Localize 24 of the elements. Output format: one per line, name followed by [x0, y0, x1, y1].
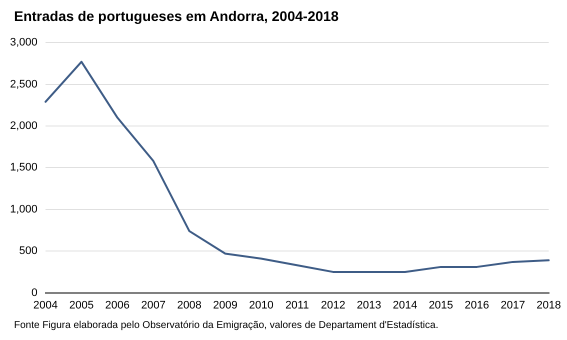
y-tick-label: 0 [31, 286, 38, 299]
x-tick-label: 2010 [248, 299, 274, 312]
x-tick-label: 2007 [141, 299, 166, 312]
x-tick-label: 2012 [320, 299, 346, 312]
x-tick-label: 2015 [428, 299, 454, 312]
y-tick-label: 1,500 [10, 162, 38, 174]
x-tick-label: 2006 [105, 299, 130, 312]
y-tick-label: 1,000 [10, 203, 38, 216]
y-tick-label: 2,500 [10, 78, 38, 90]
x-tick-label: 2016 [464, 299, 490, 312]
x-tick-label: 2009 [213, 299, 238, 312]
x-tick-label: 2004 [33, 299, 58, 312]
x-tick-label: 2008 [177, 299, 202, 312]
x-tick-label: 2017 [500, 299, 526, 312]
chart-title: Entradas de portugueses em Andorra, 2004-2018 [14, 8, 339, 24]
y-tick-label: 3,000 [10, 36, 38, 49]
x-tick-label: 2005 [69, 299, 94, 312]
x-tick-label: 2011 [285, 299, 309, 312]
y-tick-label: 500 [19, 245, 38, 258]
y-tick-label: 2,000 [10, 120, 38, 132]
x-tick-label: 2013 [356, 299, 382, 312]
x-tick-label: 2018 [536, 299, 562, 312]
x-tick-label: 2014 [392, 299, 418, 312]
source-note: Fonte Figura elaborada pelo Observatório da Emigração, valores de Departament d'Estadística. [14, 320, 438, 331]
